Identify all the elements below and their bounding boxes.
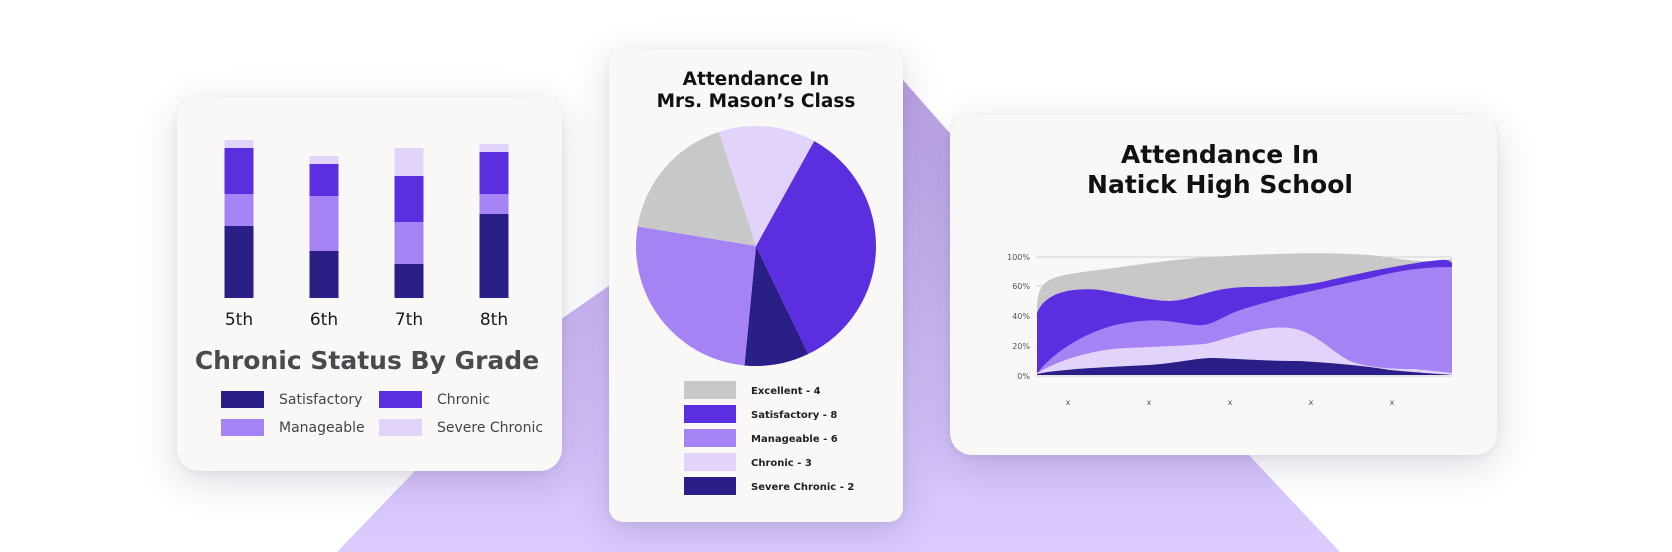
bar-7th-manageable: [394, 222, 424, 264]
pie-slice-satisfactory: [756, 141, 876, 355]
legend: Excellent - 4 Satisfactory - 8 Manageable …: [684, 381, 854, 495]
legend-label-satisfactory: Satisfactory: [279, 392, 362, 408]
legend-swatch-excellent: [684, 381, 736, 399]
bar-8th-severe-chronic: [479, 144, 509, 152]
legend-swatch-chronic: [684, 453, 736, 471]
bar-5th-manageable: [224, 194, 254, 226]
y-tick-100: 100%: [1007, 253, 1030, 262]
x-tick-1: x: [1066, 398, 1071, 407]
stacked-bar-chart: 5th 6th 7th 8th Chronic Status By Grade Sat…: [195, 140, 543, 436]
legend-swatch-satisfactory: [221, 391, 264, 408]
chart-title-line-1: Attendance In: [683, 69, 830, 90]
bar-7th-chronic: [394, 176, 424, 222]
legend: Satisfactory Chronic Manageable Severe Chro…: [221, 391, 543, 436]
natick-high-card: Attendance In Natick High School 100% 60%…: [950, 115, 1497, 455]
bar-8th-manageable: [479, 194, 509, 214]
x-tick-4: x: [1309, 398, 1314, 407]
bar-5th-satisfactory: [224, 226, 254, 298]
grade-label-8th: 8th: [480, 310, 508, 330]
grade-label-6th: 6th: [310, 310, 338, 330]
grade-label-5th: 5th: [225, 310, 253, 330]
bar-6th-manageable: [309, 196, 339, 251]
pie-slice-manageable: [636, 226, 756, 366]
legend-swatch-satisfactory: [684, 405, 736, 423]
bar-5th-severe-chronic: [224, 140, 254, 148]
legend-swatch-severe-chronic: [684, 477, 736, 495]
bar-6th-chronic: [309, 164, 339, 196]
x-tick-2: x: [1147, 398, 1152, 407]
bar-6th-severe-chronic: [309, 156, 339, 164]
bar-8th-satisfactory: [479, 214, 509, 298]
legend-label-severe-chronic: Severe Chronic - 2: [751, 482, 854, 493]
bar-5th-chronic: [224, 148, 254, 194]
pie-slice-excellent: [637, 131, 756, 246]
grade-labels: 5th 6th 7th 8th: [225, 310, 508, 330]
chart-title-line-2: Natick High School: [1087, 170, 1353, 199]
legend-swatch-chronic: [379, 391, 422, 408]
chronic-status-card: 5th 6th 7th 8th Chronic Status By Grade Sat…: [177, 97, 562, 471]
bars-group: [224, 140, 509, 298]
grade-label-7th: 7th: [395, 310, 423, 330]
legend-label-manageable: Manageable - 6: [751, 434, 838, 445]
y-tick-0: 0%: [1017, 372, 1030, 381]
y-tick-40: 40%: [1012, 312, 1030, 321]
legend-swatch-severe-chronic: [379, 419, 422, 436]
mason-class-card: Attendance In Mrs. Mason’s Class Excelle…: [609, 49, 903, 522]
legend-label-chronic: Chronic: [437, 392, 490, 408]
legend-label-manageable: Manageable: [279, 420, 365, 436]
y-tick-60: 60%: [1012, 282, 1030, 291]
chart-title-line-2: Mrs. Mason’s Class: [657, 91, 856, 112]
pie-slice-chronic: [719, 125, 815, 246]
area-layers: [1037, 253, 1452, 375]
bar-8th-chronic: [479, 152, 509, 194]
axis-ticks: 100% 60% 40% 20% 0% x x x x x: [1007, 253, 1395, 407]
x-tick-3: x: [1228, 398, 1233, 407]
legend-label-severe-chronic: Severe Chronic: [437, 420, 543, 436]
chart-title-line-1: Attendance In: [1121, 140, 1319, 169]
x-tick-5: x: [1390, 398, 1395, 407]
area-severe-chronic: [1037, 358, 1452, 375]
legend-swatch-manageable: [221, 419, 264, 436]
pie-slices: [636, 125, 876, 366]
chart-title: Chronic Status By Grade: [195, 346, 539, 375]
bar-6th-satisfactory: [309, 251, 339, 298]
legend-label-satisfactory: Satisfactory - 8: [751, 410, 837, 421]
area-chart: Attendance In Natick High School 100% 60%…: [1007, 140, 1452, 407]
pie-chart: Attendance In Mrs. Mason’s Class Excelle…: [636, 69, 876, 495]
legend-swatch-manageable: [684, 429, 736, 447]
bar-7th-severe-chronic: [394, 148, 424, 176]
area-chronic: [1037, 327, 1452, 375]
pie-slice-severe-chronic: [744, 246, 809, 366]
legend-label-excellent: Excellent - 4: [751, 386, 821, 397]
bar-7th-satisfactory: [394, 264, 424, 298]
legend-label-chronic: Chronic - 3: [751, 458, 812, 469]
y-tick-20: 20%: [1012, 342, 1030, 351]
